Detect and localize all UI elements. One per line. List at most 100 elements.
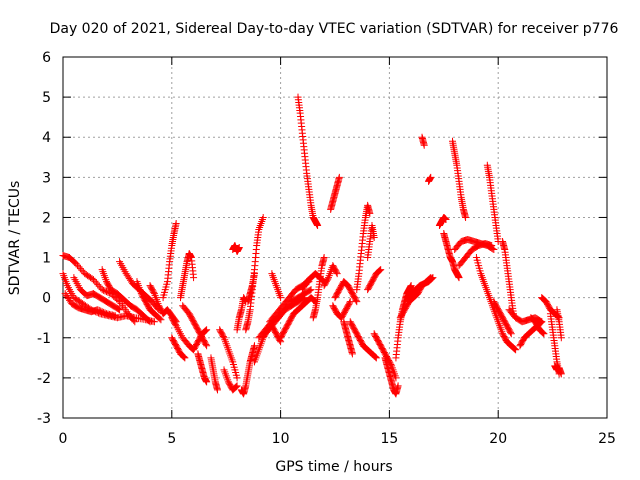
series-t13 <box>179 302 211 350</box>
data-point <box>488 242 496 250</box>
data-point <box>94 281 102 289</box>
series-t48 <box>435 213 450 229</box>
series-t18 <box>229 242 243 256</box>
series-t36 <box>340 318 356 358</box>
data-point <box>370 234 378 241</box>
data-point <box>538 328 546 336</box>
data-point <box>537 318 545 326</box>
data-point <box>462 213 470 221</box>
y-axis-label: SDTVAR / TECUs <box>7 181 23 296</box>
data-point <box>116 306 124 314</box>
data-point <box>371 352 379 360</box>
data-point <box>150 288 158 296</box>
plot-frame <box>62 56 608 419</box>
plot-border <box>62 56 608 419</box>
data-point <box>490 246 498 254</box>
data-point <box>95 282 103 290</box>
data-point <box>442 215 450 223</box>
series-t16 <box>216 326 241 382</box>
series-t14 <box>194 350 211 386</box>
series-t4 <box>70 274 124 314</box>
series-t31 <box>309 254 328 322</box>
data-point <box>333 270 341 278</box>
data-point <box>557 370 565 378</box>
series-t9 <box>159 219 180 302</box>
data-point <box>181 354 189 362</box>
data-point <box>235 244 243 252</box>
y-tick-label: 6 <box>42 50 51 66</box>
data-point <box>420 141 428 149</box>
data-point <box>377 266 385 274</box>
data-point <box>366 209 374 217</box>
series-t29 <box>294 93 322 229</box>
data-point <box>538 318 546 326</box>
data-point <box>92 279 100 287</box>
data-point <box>375 267 383 275</box>
data-point <box>145 317 153 325</box>
data-point <box>91 277 99 285</box>
series-t33 <box>327 173 343 213</box>
data-point <box>156 315 164 323</box>
y-tick-label: -1 <box>37 331 51 347</box>
data-point <box>98 286 106 294</box>
data-point <box>201 327 209 335</box>
data-point <box>427 173 435 181</box>
data-point <box>233 382 241 390</box>
data-point <box>75 263 83 271</box>
data-point <box>100 286 108 294</box>
series-t39 <box>364 266 385 294</box>
data-point <box>232 383 240 391</box>
data-point <box>157 316 165 324</box>
data-point <box>372 354 380 362</box>
data-point <box>213 386 221 394</box>
data-point <box>74 261 82 269</box>
data-point <box>427 275 435 283</box>
data-point <box>512 346 520 354</box>
series-t46 <box>418 133 428 149</box>
series-t56 <box>499 238 517 318</box>
data-point <box>507 328 515 336</box>
series-t17 <box>220 366 241 394</box>
data-point <box>101 287 109 295</box>
data-point <box>307 286 315 294</box>
x-tick-label: 25 <box>598 431 616 447</box>
series-t12 <box>177 250 198 302</box>
series-t37 <box>346 318 380 362</box>
data-point <box>306 286 314 294</box>
data-point <box>353 298 361 306</box>
data-point <box>407 282 415 290</box>
data-point <box>346 298 354 306</box>
data-point <box>95 306 103 314</box>
y-tick-label: 4 <box>42 130 51 146</box>
data-point <box>172 219 180 227</box>
series-t47 <box>425 173 435 185</box>
y-tick-label: 1 <box>42 251 51 267</box>
series-t45 <box>403 274 437 302</box>
data-point <box>103 288 111 296</box>
data-point <box>78 266 86 274</box>
data-point <box>171 320 179 328</box>
data-point <box>507 330 515 338</box>
data-point <box>97 307 105 315</box>
data-point <box>348 350 356 358</box>
x-axis-ticks: 0 5 10 15 20 25 <box>59 57 616 447</box>
y-tick-label: -3 <box>37 411 51 427</box>
series-t5 <box>98 266 154 326</box>
data-point <box>320 254 328 262</box>
series-t27 <box>268 270 285 302</box>
data-point <box>352 296 360 304</box>
series-t22 <box>244 270 258 306</box>
x-axis-label: GPS time / hours <box>275 459 392 475</box>
data-point <box>179 352 187 360</box>
grid-lines <box>63 57 607 418</box>
series-t55 <box>490 298 515 338</box>
series-t8 <box>146 282 180 326</box>
data-point <box>394 382 402 390</box>
data-point <box>324 275 332 283</box>
x-tick-label: 0 <box>59 431 68 447</box>
data-point <box>540 330 548 338</box>
data-point <box>332 268 340 276</box>
data-point <box>539 329 547 337</box>
series-t19 <box>233 294 250 334</box>
y-tick-label: 5 <box>42 90 51 106</box>
